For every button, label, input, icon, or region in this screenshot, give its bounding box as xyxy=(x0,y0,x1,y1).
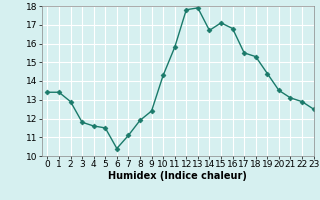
X-axis label: Humidex (Indice chaleur): Humidex (Indice chaleur) xyxy=(108,171,247,181)
